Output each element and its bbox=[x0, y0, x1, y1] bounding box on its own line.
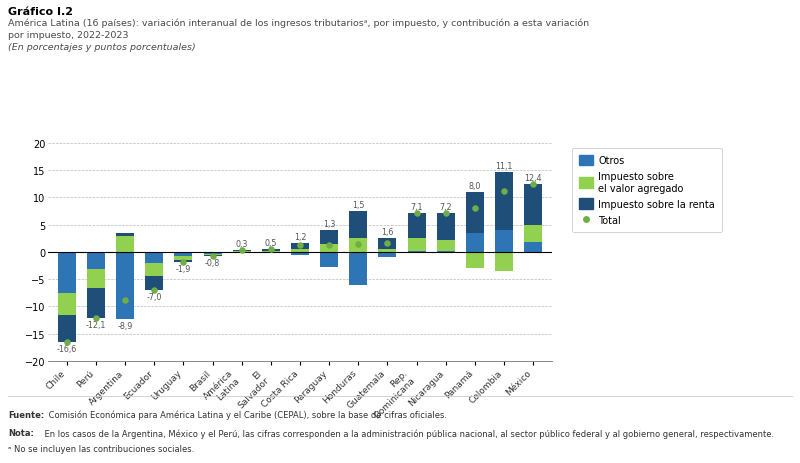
Point bbox=[468, 205, 481, 213]
Bar bbox=[233, 250, 250, 251]
Point bbox=[322, 242, 335, 249]
Bar bbox=[291, 250, 309, 252]
Bar bbox=[87, 288, 105, 318]
Bar bbox=[320, 252, 338, 267]
Text: 0,3: 0,3 bbox=[235, 239, 248, 248]
Point bbox=[61, 339, 74, 346]
Bar bbox=[87, 269, 105, 288]
Point bbox=[90, 314, 102, 322]
Bar bbox=[350, 239, 367, 252]
Point bbox=[352, 240, 365, 248]
Text: En los casos de la Argentina, México y el Perú, las cifras corresponden a la adm: En los casos de la Argentina, México y e… bbox=[34, 428, 774, 438]
Text: 1,2: 1,2 bbox=[294, 232, 306, 241]
Bar bbox=[378, 250, 397, 252]
Point bbox=[439, 209, 452, 217]
Bar bbox=[233, 251, 250, 252]
Bar bbox=[146, 277, 163, 290]
Bar bbox=[58, 315, 76, 343]
Bar bbox=[437, 251, 454, 252]
Text: Nota:: Nota: bbox=[8, 428, 34, 437]
Bar bbox=[203, 256, 222, 257]
Bar bbox=[174, 252, 193, 256]
Bar bbox=[58, 294, 76, 315]
Bar bbox=[174, 256, 193, 260]
Point bbox=[265, 246, 278, 253]
Text: (En porcentajes y puntos porcentuales): (En porcentajes y puntos porcentuales) bbox=[8, 43, 196, 51]
Text: 8,0: 8,0 bbox=[469, 181, 481, 191]
Bar bbox=[437, 240, 454, 251]
Text: -1,9: -1,9 bbox=[176, 264, 191, 274]
Bar bbox=[495, 252, 513, 271]
Bar bbox=[203, 254, 222, 256]
Text: -7,0: -7,0 bbox=[146, 292, 162, 301]
Point bbox=[498, 188, 510, 196]
Point bbox=[410, 210, 423, 218]
Point bbox=[148, 287, 161, 294]
Text: 12,4: 12,4 bbox=[524, 174, 542, 183]
Bar bbox=[146, 252, 163, 263]
Bar bbox=[466, 193, 484, 233]
Legend: Otros, Impuesto sobre
el valor agregado, Impuesto sobre la renta, Total: Otros, Impuesto sobre el valor agregado,… bbox=[572, 148, 722, 233]
Text: América Latina (16 países): variación interanual de los ingresos tributariosᵃ, p: América Latina (16 países): variación in… bbox=[8, 19, 589, 28]
Text: por impuesto, 2022-2023: por impuesto, 2022-2023 bbox=[8, 31, 129, 39]
Bar bbox=[203, 252, 222, 254]
Bar bbox=[524, 225, 542, 242]
Point bbox=[381, 240, 394, 247]
Text: ᵃ No se incluyen las contribuciones sociales.: ᵃ No se incluyen las contribuciones soci… bbox=[8, 444, 194, 453]
Bar bbox=[378, 239, 397, 250]
Text: Gráfico I.2: Gráfico I.2 bbox=[8, 7, 73, 17]
Bar bbox=[262, 251, 280, 252]
Point bbox=[206, 253, 219, 260]
Bar bbox=[524, 185, 542, 225]
Bar bbox=[291, 252, 309, 255]
Bar bbox=[495, 230, 513, 252]
Text: 1,6: 1,6 bbox=[382, 228, 394, 237]
Text: -12,1: -12,1 bbox=[86, 320, 106, 329]
Text: 1,3: 1,3 bbox=[323, 219, 335, 229]
Bar bbox=[320, 244, 338, 252]
Bar bbox=[58, 252, 76, 294]
Bar bbox=[350, 212, 367, 239]
Bar bbox=[495, 173, 513, 230]
Bar bbox=[407, 238, 426, 252]
Point bbox=[235, 247, 248, 254]
Text: 1,5: 1,5 bbox=[352, 200, 365, 210]
Bar bbox=[262, 250, 280, 251]
Bar bbox=[320, 231, 338, 244]
Bar bbox=[350, 252, 367, 285]
Text: 7,2: 7,2 bbox=[439, 202, 452, 211]
Text: -8,9: -8,9 bbox=[118, 322, 133, 331]
Point bbox=[119, 297, 132, 305]
Bar bbox=[407, 214, 426, 238]
Bar bbox=[291, 243, 309, 250]
Bar bbox=[466, 252, 484, 269]
Point bbox=[294, 242, 306, 250]
Bar bbox=[524, 242, 542, 252]
Bar bbox=[174, 260, 193, 263]
Bar bbox=[146, 263, 163, 277]
Text: Fuente:: Fuente: bbox=[8, 410, 44, 419]
Bar bbox=[87, 252, 105, 269]
Text: 11,1: 11,1 bbox=[495, 162, 513, 171]
Bar bbox=[378, 252, 397, 257]
Bar bbox=[116, 233, 134, 236]
Bar bbox=[116, 252, 134, 320]
Bar bbox=[466, 233, 484, 252]
Text: Comisión Económica para América Latina y el Caribe (CEPAL), sobre la base de cif: Comisión Económica para América Latina y… bbox=[46, 410, 446, 419]
Point bbox=[177, 259, 190, 266]
Bar bbox=[233, 252, 250, 253]
Text: -0,8: -0,8 bbox=[205, 259, 220, 268]
Text: 7,1: 7,1 bbox=[410, 203, 422, 212]
Text: 0,5: 0,5 bbox=[265, 239, 277, 248]
Bar bbox=[116, 236, 134, 252]
Point bbox=[526, 181, 539, 188]
Bar bbox=[437, 213, 454, 240]
Text: -16,6: -16,6 bbox=[57, 344, 77, 354]
